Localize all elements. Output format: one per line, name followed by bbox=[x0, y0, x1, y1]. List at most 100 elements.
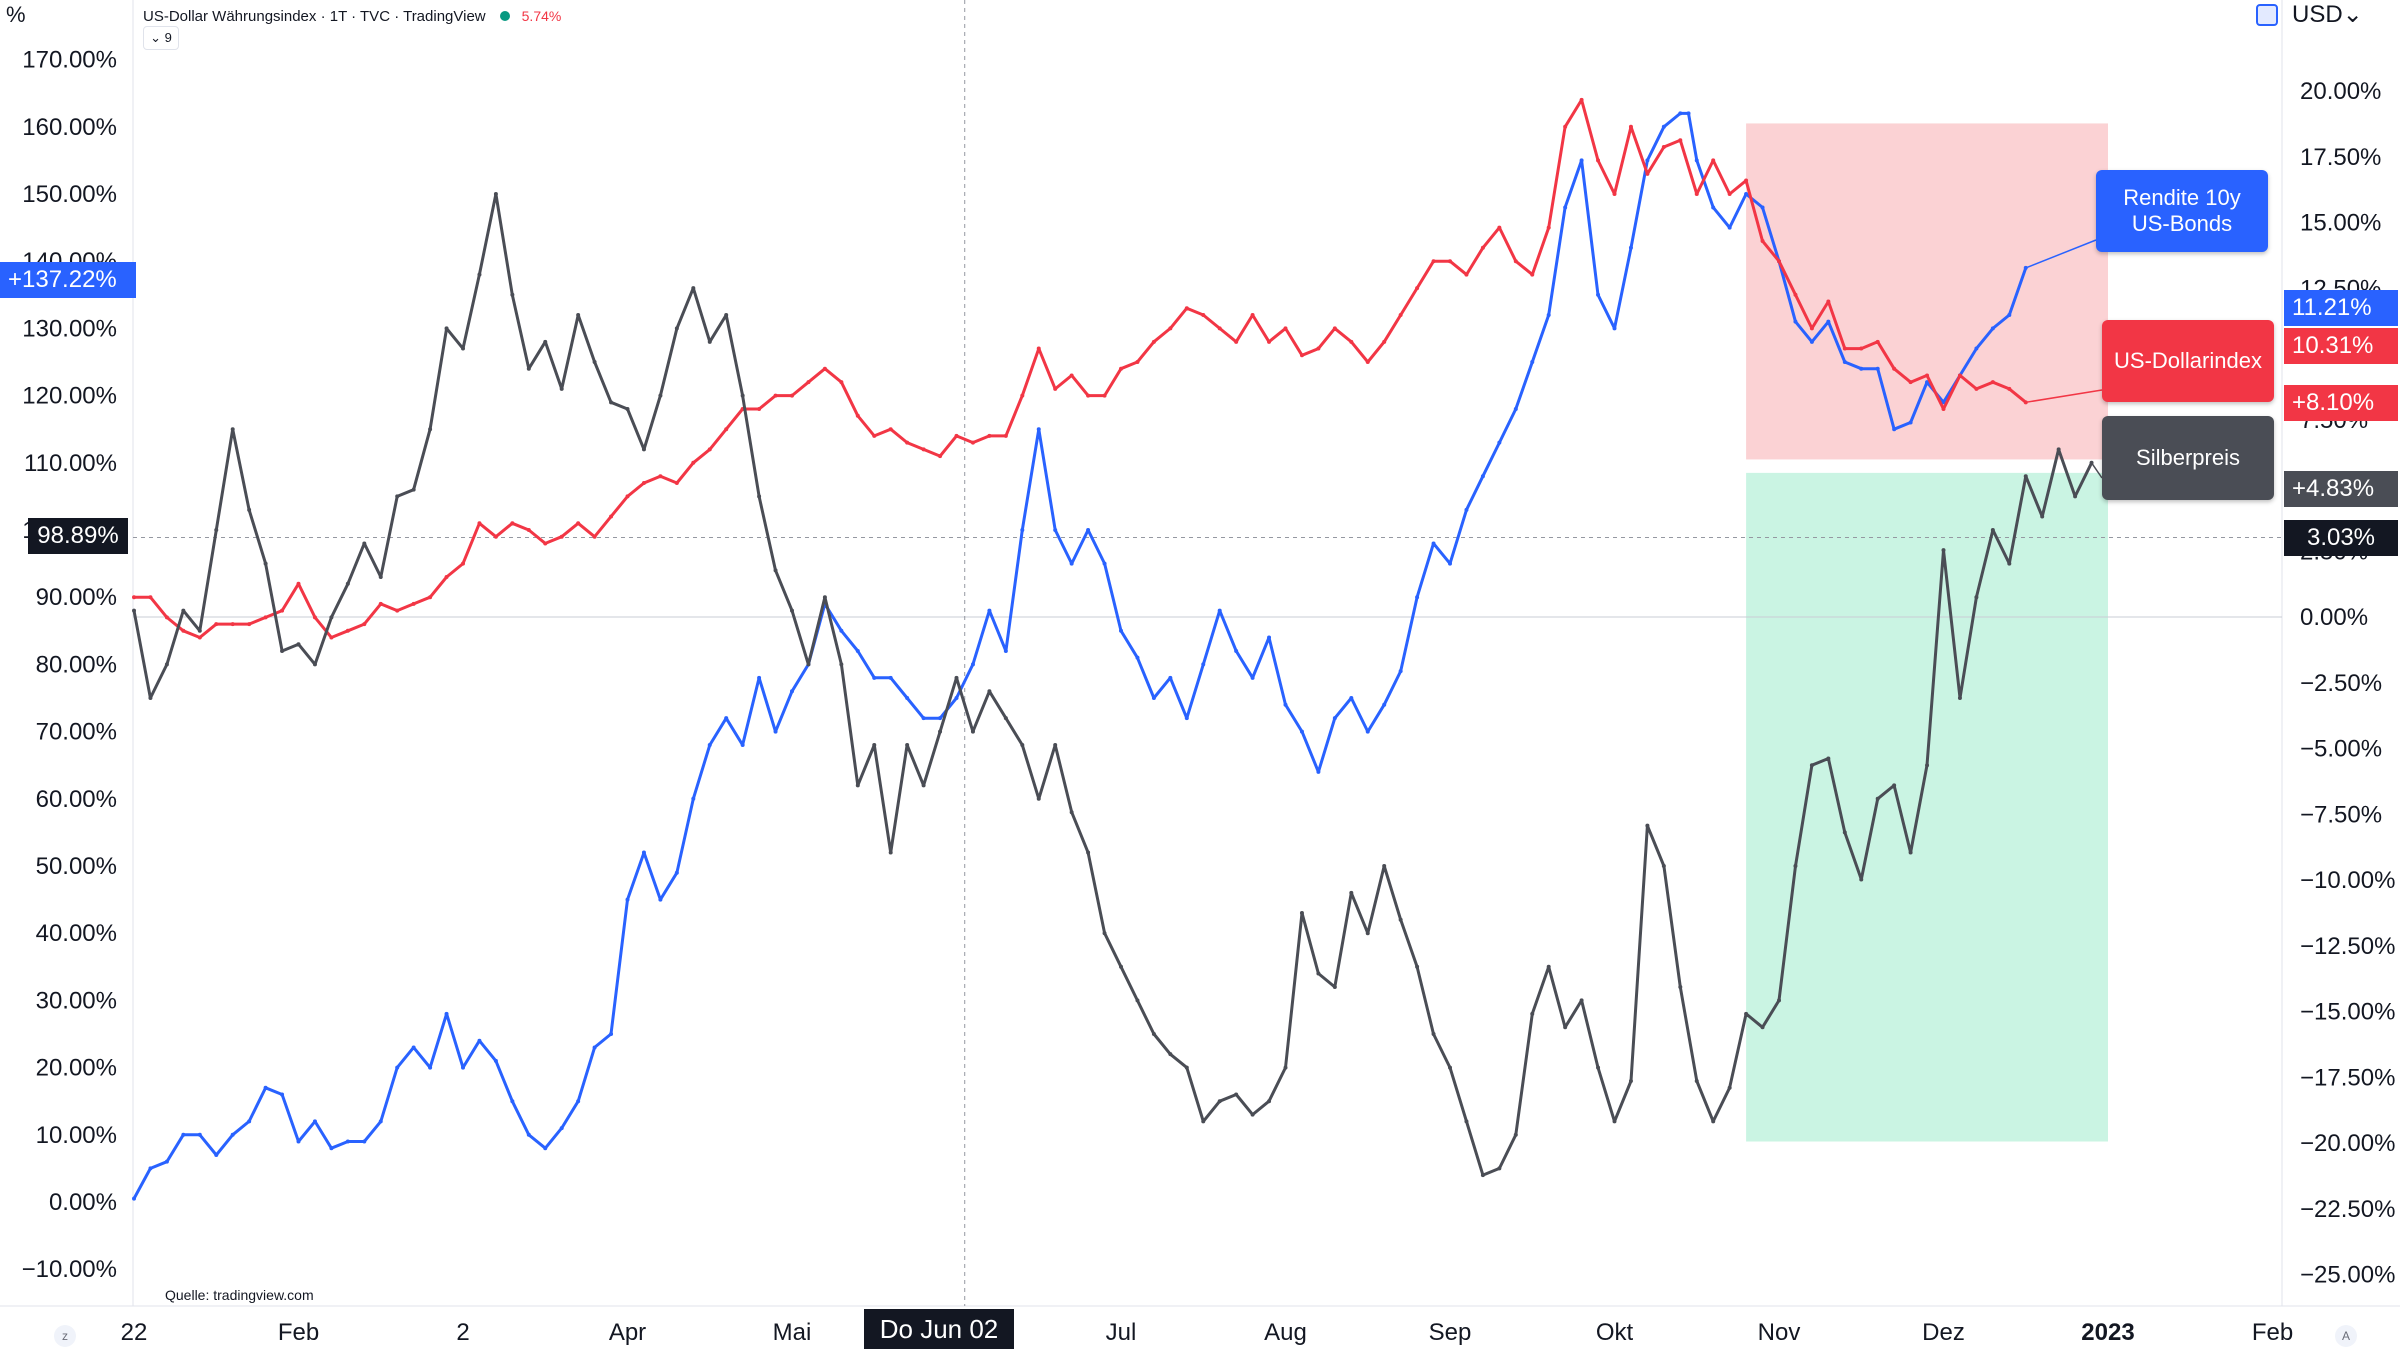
series-2-point bbox=[428, 427, 433, 432]
series-0-point bbox=[1135, 655, 1140, 660]
series-1-point bbox=[1349, 339, 1354, 344]
series-2-point bbox=[773, 568, 778, 573]
series-1-point bbox=[1102, 393, 1107, 398]
series-1-point bbox=[1299, 353, 1304, 358]
series-0-point bbox=[1645, 158, 1650, 163]
series-0-point bbox=[1086, 528, 1091, 532]
series-1-point bbox=[214, 622, 219, 627]
series-1-point bbox=[312, 615, 317, 620]
series-2-point bbox=[1711, 1119, 1716, 1124]
series-2-point bbox=[526, 366, 531, 371]
series-1-point bbox=[1760, 239, 1765, 244]
callout-dollar[interactable]: US-Dollarindex bbox=[2102, 320, 2274, 402]
series-2-point bbox=[477, 272, 482, 277]
series-1-point bbox=[1480, 245, 1485, 250]
series-2-point bbox=[510, 292, 515, 297]
series-1-point bbox=[1497, 225, 1502, 230]
series-0-point bbox=[1234, 648, 1239, 653]
series-1-point bbox=[921, 447, 926, 452]
series-2-point bbox=[1892, 783, 1897, 788]
series-2-point bbox=[1793, 864, 1798, 868]
series-2-point bbox=[1349, 890, 1354, 895]
series-0-point bbox=[1711, 205, 1716, 210]
series-2-point bbox=[1168, 1052, 1173, 1057]
series-1-point bbox=[855, 413, 860, 418]
series-0-point bbox=[493, 1058, 498, 1063]
series-1-point bbox=[1925, 373, 1930, 378]
series-1-point bbox=[970, 440, 975, 445]
series-1-point bbox=[395, 608, 400, 613]
callout-bonds[interactable]: Rendite 10y US-Bonds bbox=[2096, 170, 2268, 252]
series-2-point bbox=[2023, 474, 2028, 479]
series-1-point bbox=[1234, 339, 1239, 344]
callout-connector-dollar bbox=[2025, 389, 2103, 404]
series-1-point bbox=[822, 366, 827, 371]
series-2-point bbox=[197, 628, 202, 633]
callout-connector-silver bbox=[2090, 462, 2103, 479]
series-1-point bbox=[148, 595, 153, 600]
series-2-point bbox=[1217, 1099, 1222, 1104]
series-1-point bbox=[1563, 124, 1568, 129]
series-1-point bbox=[1842, 346, 1847, 351]
series-0-point bbox=[1990, 326, 1995, 331]
series-2-point bbox=[1908, 850, 1913, 855]
currency-selector[interactable]: USD⌄ bbox=[2256, 0, 2363, 29]
series-1-point bbox=[658, 474, 663, 479]
series-2-point bbox=[1431, 1032, 1436, 1036]
series-0-point bbox=[1497, 440, 1502, 445]
series-1-point bbox=[839, 380, 844, 385]
series-1-point bbox=[1957, 373, 1962, 378]
series-2-point bbox=[312, 662, 317, 667]
left-axis-tick: 30.00% bbox=[36, 987, 117, 1014]
time-axis-tick: Aug bbox=[1264, 1319, 1307, 1346]
series-1-point bbox=[1596, 158, 1601, 163]
series-0-point bbox=[1464, 507, 1469, 512]
series-2-point bbox=[921, 783, 926, 788]
series-1-point bbox=[164, 615, 169, 620]
change-value: 5.74% bbox=[521, 8, 562, 24]
series-2-point bbox=[132, 608, 136, 613]
series-0-point bbox=[1020, 528, 1025, 532]
series-0-point bbox=[1678, 111, 1683, 116]
series-1-point bbox=[197, 635, 202, 640]
series-0-point bbox=[197, 1132, 202, 1137]
scale-lock-icon[interactable] bbox=[2256, 3, 2278, 26]
series-1-point bbox=[707, 447, 712, 452]
series-2-point bbox=[888, 850, 893, 855]
series-1-point bbox=[806, 380, 811, 385]
series-1-point bbox=[625, 494, 630, 499]
series-0-point bbox=[954, 696, 959, 700]
series-1-point bbox=[1941, 407, 1946, 412]
series-0-point bbox=[1349, 696, 1354, 700]
chart-title[interactable]: US-Dollar Währungsindex · 1T · TVC · Tra… bbox=[143, 7, 486, 25]
series-0-point bbox=[1267, 635, 1272, 640]
collapse-button[interactable]: ⌄ 9 bbox=[143, 26, 179, 50]
series-1-point bbox=[609, 514, 614, 519]
series-1-point bbox=[790, 393, 794, 398]
series-2-point bbox=[148, 696, 153, 700]
series-0-point bbox=[1299, 729, 1304, 734]
series-0-point bbox=[1283, 702, 1288, 707]
series-0-point bbox=[641, 850, 646, 855]
timezone-button[interactable]: z bbox=[54, 1325, 76, 1347]
series-2-point bbox=[1464, 1119, 1469, 1124]
series-2-point bbox=[1020, 743, 1025, 748]
series-2-point bbox=[1332, 984, 1337, 989]
series-1-point bbox=[1415, 286, 1420, 291]
currency-label[interactable]: USD⌄ bbox=[2292, 1, 2363, 28]
series-0-point bbox=[609, 1032, 614, 1036]
series-1-point bbox=[132, 595, 136, 600]
series-2-point bbox=[1316, 971, 1321, 976]
series-0-point bbox=[1908, 420, 1913, 425]
series-0-point bbox=[970, 662, 975, 667]
series-1-point bbox=[1892, 366, 1897, 371]
series-2-point bbox=[230, 427, 235, 432]
series-1-point bbox=[1694, 192, 1699, 196]
series-2-point bbox=[1826, 756, 1831, 761]
series-2-point bbox=[1415, 964, 1420, 969]
callout-silver[interactable]: Silberpreis bbox=[2102, 416, 2274, 500]
auto-scale-button[interactable]: A bbox=[2335, 1325, 2357, 1347]
series-2-point bbox=[1497, 1166, 1502, 1171]
right-axis-tick: 17.50% bbox=[2300, 144, 2381, 171]
